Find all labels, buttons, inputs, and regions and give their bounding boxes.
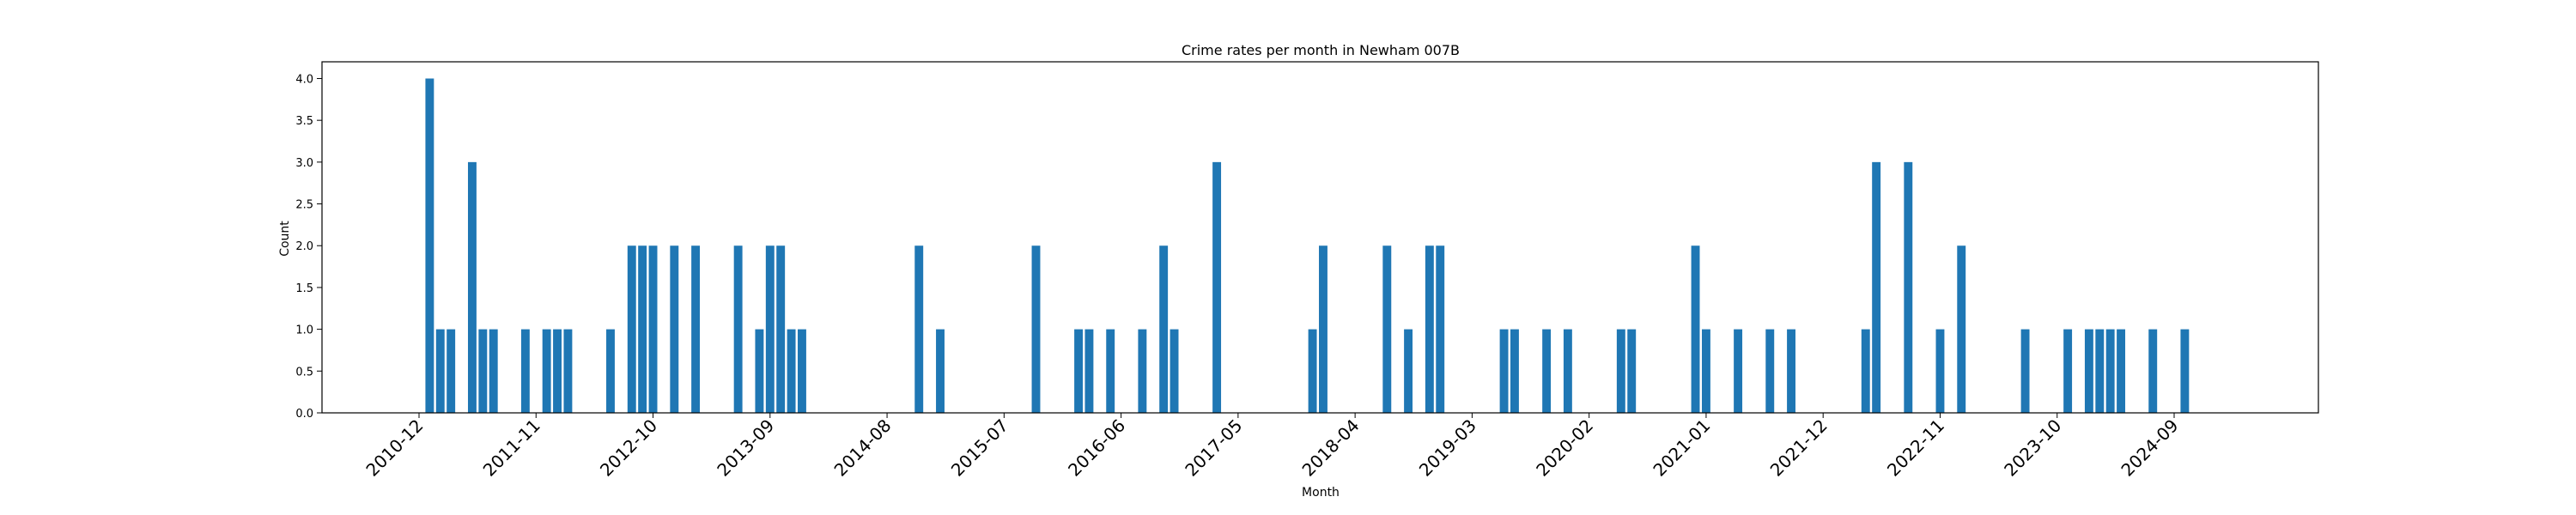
x-tick-label: 2018-04 [1298,415,1364,481]
bar-2011-10 [520,329,530,413]
bar-2019-12 [1563,329,1572,413]
bar-2013-11 [787,329,796,413]
bar-2019-07 [1510,329,1519,413]
bar-2018-09 [1404,329,1413,413]
bar-2012-01 [553,329,562,413]
bar-2020-05 [1616,329,1625,413]
bar-2024-03 [2105,329,2115,413]
y-axis-label: Count [278,221,292,257]
y-tick-label: 1.5 [295,282,313,295]
bar-2018-12 [1436,245,1445,413]
bar-2011-02 [435,329,445,413]
bar-2011-05 [467,161,477,413]
x-tick-label: 2021-12 [1766,415,1832,481]
x-tick-label: 2010-12 [361,415,427,481]
x-tick-label: 2013-09 [713,415,778,481]
x-tick-label: 2012-10 [596,415,661,481]
bar-2015-01 [936,329,945,413]
bars-group [425,78,2190,413]
bar-2013-06 [733,245,743,413]
bar-2013-10 [776,245,786,413]
bar-2011-03 [447,329,456,413]
bar-2023-01 [1957,245,1966,413]
bar-2017-03 [1212,161,1222,413]
x-tick-label: 2020-02 [1532,415,1597,481]
bar-2023-07 [2020,329,2030,413]
bar-2016-08 [1138,329,1147,413]
bar-2019-10 [1542,329,1552,413]
x-tick-label: 2016-06 [1064,415,1129,481]
x-tick-label: 2022-11 [1883,415,1948,481]
x-tick-label: 2014-08 [830,415,896,481]
x-tick-label: 2019-03 [1415,415,1480,481]
bar-2024-04 [2117,329,2126,413]
bar-2011-01 [425,78,434,413]
bar-2022-04 [1861,329,1870,413]
bar-2018-11 [1425,245,1434,413]
bar-2011-06 [478,329,488,413]
bar-2012-06 [606,329,615,413]
bar-2013-08 [755,329,764,413]
bar-2012-02 [563,329,573,413]
y-ticks-group: 0.0 0.5 1.0 1.5 2.0 2.5 3.0 3.5 4.0 [295,73,322,421]
bar-2020-06 [1627,329,1637,413]
bar-2016-05 [1106,329,1115,413]
y-tick-label: 3.5 [295,115,313,128]
bar-2021-07 [1765,329,1775,413]
bar-2012-12 [670,245,679,413]
bar-2016-11 [1170,329,1179,413]
x-tick-label: 2024-09 [2117,415,2182,481]
bar-2024-07 [2148,329,2158,413]
x-ticks-group: 2010-12 2011-11 2012-10 2013-09 2014-08 2015-… [361,413,2183,481]
x-tick-label: 2011-11 [479,415,544,481]
x-tick-label: 2023-10 [2000,415,2065,481]
bar-2013-02 [691,245,701,413]
plot-frame [321,61,2319,414]
bar-2023-11 [2063,329,2073,413]
bar-2024-10 [2180,329,2190,413]
y-tick-label: 4.0 [295,73,313,86]
bar-2022-05 [1872,161,1881,413]
bar-2022-11 [1935,329,1945,413]
bar-2017-12 [1308,329,1317,413]
x-tick-label: 2017-05 [1181,415,1246,481]
bar-2013-12 [798,329,806,413]
bar-2011-12 [542,329,551,413]
bar-2014-11 [914,245,924,413]
x-tick-label: 2021-01 [1649,415,1714,481]
bar-2021-04 [1734,329,1743,413]
bar-2016-10 [1159,245,1169,413]
bar-2016-03 [1084,329,1094,413]
bar-2024-02 [2095,329,2105,413]
y-tick-label: 3.0 [295,157,313,170]
bar-2021-01 [1701,329,1710,413]
chart-title: Crime rates per month in Newham 007B [1182,42,1460,58]
x-tick-label: 2015-07 [947,415,1012,481]
x-axis-label: Month [1302,486,1340,500]
bar-2024-01 [2084,329,2093,413]
bar-2011-07 [489,329,498,413]
y-tick-label: 1.0 [295,324,313,337]
bar-2018-01 [1319,245,1327,413]
bar-2015-10 [1031,245,1041,413]
bar-2021-09 [1787,329,1795,413]
bar-2019-06 [1499,329,1509,413]
bar-2020-12 [1691,245,1700,413]
y-tick-label: 2.5 [295,199,313,212]
bar-2012-09 [638,245,647,413]
bar-2018-07 [1382,245,1392,413]
y-tick-label: 2.0 [295,240,313,253]
bar-2012-10 [648,245,658,413]
bar-2016-02 [1074,329,1084,413]
y-tick-label: 0.0 [295,408,313,421]
bar-2022-08 [1904,161,1913,413]
bar-2012-08 [627,245,636,413]
y-tick-label: 0.5 [295,366,313,379]
bar-2013-09 [765,245,775,413]
